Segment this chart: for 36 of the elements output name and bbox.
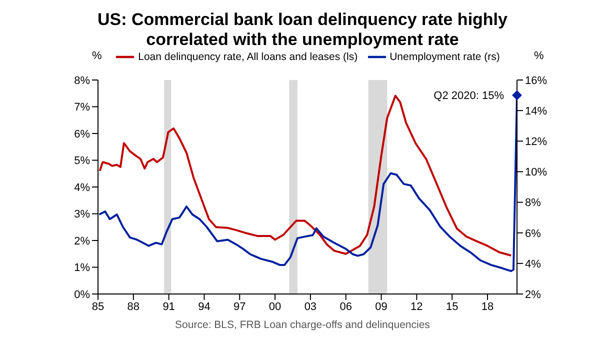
chart-title: US: Commercial bank loan delinquency rate highly correlated with the unemployment rate <box>96 9 508 50</box>
x-tick-label: 94 <box>198 300 210 313</box>
legend-label: Unemployment rate (rs) <box>390 50 500 63</box>
x-tick-label: 03 <box>304 300 317 313</box>
y-tick-label: 0% <box>74 288 90 301</box>
y-axis-title: % <box>92 50 102 62</box>
y-tick-label: 5% <box>74 155 90 168</box>
y-tick-label: 2% <box>74 235 90 248</box>
x-tick-label: 12 <box>410 300 423 313</box>
y2-tick-label: 8% <box>525 197 542 210</box>
y2-tick-label: 4% <box>525 258 542 270</box>
y-tick-label: 6% <box>74 128 90 140</box>
y2-axis-title: % <box>534 50 544 62</box>
y2-tick-label: 16% <box>525 74 548 87</box>
y-tick-label: 3% <box>74 208 90 221</box>
x-tick-label: 18 <box>481 300 494 313</box>
x-tick-label: 15 <box>446 300 458 313</box>
x-tick-label: 09 <box>375 300 388 313</box>
y-tick-label: 7% <box>74 102 90 114</box>
x-tick-label: 88 <box>127 300 140 313</box>
y2-tick-label: 14% <box>525 105 548 118</box>
legend-label: Loan delinquency rate, All loans and leases (ls) <box>138 50 358 63</box>
y-tick-label: 1% <box>74 262 90 274</box>
x-tick-label: 06 <box>340 300 352 313</box>
y-tick-label: 8% <box>74 74 90 87</box>
x-tick-label: 85 <box>92 300 104 313</box>
x-tick-label: 91 <box>162 300 175 313</box>
x-tick-label: 97 <box>234 300 246 313</box>
y-tick-label: 4% <box>74 182 90 194</box>
source-note: Source: BLS, FRB Loan charge-offs and delinquencies <box>174 319 431 331</box>
y2-tick-label: 12% <box>525 136 548 148</box>
y2-tick-label: 6% <box>525 228 542 240</box>
y2-tick-label: 2% <box>525 288 542 301</box>
x-tick-label: 00 <box>268 300 282 313</box>
annotation: Q2 2020: 15% <box>434 90 504 102</box>
y2-tick-label: 10% <box>525 166 548 179</box>
